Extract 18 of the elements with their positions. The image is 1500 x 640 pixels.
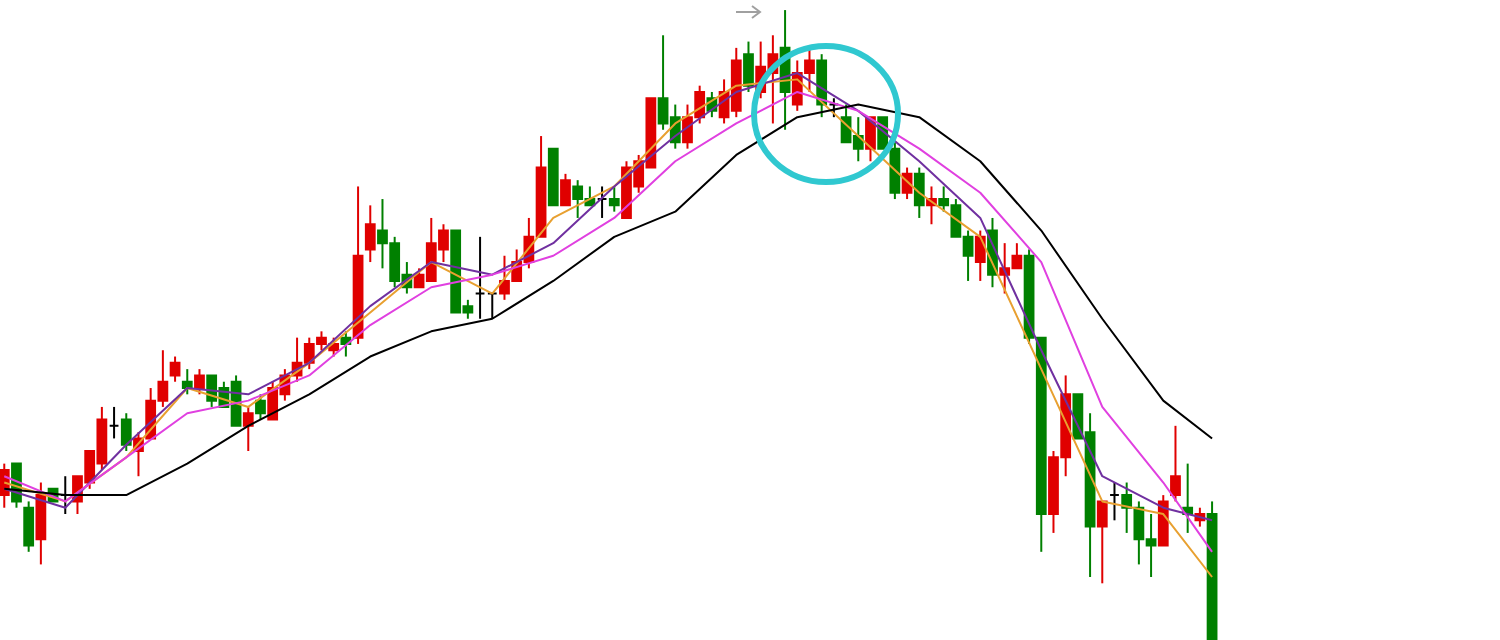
candlestick bbox=[974, 229, 986, 282]
candlestick bbox=[194, 368, 205, 396]
candlestick bbox=[560, 172, 571, 207]
candlestick bbox=[743, 40, 754, 93]
candlestick bbox=[608, 185, 620, 213]
candlestick bbox=[1096, 500, 1108, 585]
candlestick bbox=[1157, 494, 1169, 547]
candlestick bbox=[1170, 424, 1181, 503]
candlestick bbox=[913, 166, 925, 219]
candlestick bbox=[364, 204, 376, 264]
candlestick bbox=[23, 500, 35, 553]
candlestick bbox=[242, 405, 254, 453]
candlestick bbox=[1121, 481, 1133, 534]
candlestick bbox=[889, 141, 901, 201]
candlestick bbox=[120, 412, 132, 453]
candlestick bbox=[169, 355, 181, 383]
candlestick bbox=[35, 481, 47, 566]
candlestick bbox=[255, 393, 266, 421]
